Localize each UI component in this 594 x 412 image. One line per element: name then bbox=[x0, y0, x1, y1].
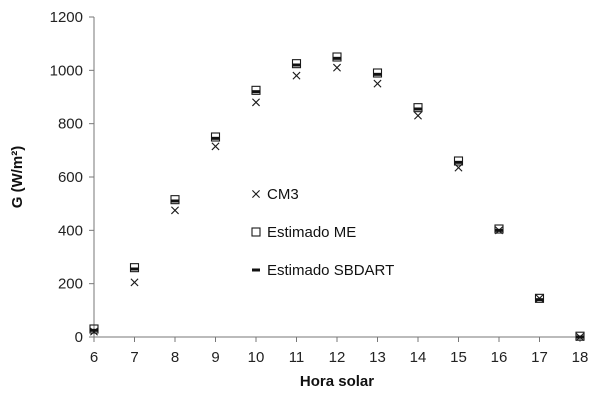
x-tick-label: 13 bbox=[369, 349, 386, 366]
data-point-cm3 bbox=[130, 278, 139, 287]
legend-marker bbox=[252, 268, 260, 272]
y-tick-label: 600 bbox=[58, 169, 83, 186]
x-tick-label: 8 bbox=[171, 349, 179, 366]
x-tick-label: 6 bbox=[90, 349, 98, 366]
x-tick-label: 18 bbox=[572, 349, 589, 366]
data-point-estimado-sbdart bbox=[333, 56, 341, 60]
legend-label: CM3 bbox=[267, 186, 299, 203]
x-tick-label: 14 bbox=[410, 349, 427, 366]
x-stroke bbox=[252, 190, 260, 198]
legend-label: Estimado ME bbox=[267, 224, 356, 241]
data-point-cm3 bbox=[252, 98, 260, 107]
x-stroke bbox=[252, 98, 260, 107]
data-marks bbox=[89, 52, 585, 341]
x-stroke bbox=[373, 79, 382, 88]
axes bbox=[93, 17, 580, 338]
data-point-estimado-sbdart bbox=[535, 298, 544, 302]
data-point-estimado-sbdart bbox=[252, 90, 260, 94]
y-tick-label: 400 bbox=[58, 222, 83, 239]
x-stroke bbox=[414, 111, 422, 120]
x-stroke bbox=[333, 63, 341, 72]
legend-marker bbox=[252, 190, 260, 198]
x-axis-title: Hora solar bbox=[300, 373, 374, 390]
legend-item-cm3: CM3 bbox=[252, 186, 299, 203]
data-point-estimado-sbdart bbox=[211, 136, 220, 140]
y-tick-label: 1200 bbox=[50, 9, 83, 26]
y-tick-label: 1000 bbox=[50, 62, 83, 79]
data-point-cm3 bbox=[373, 79, 382, 88]
ticks: 0 200 400 600 800 1000 1200 6 7 8 9 10 11 12 13 14 15 16 1… bbox=[50, 9, 589, 366]
x-tick-label: 16 bbox=[491, 349, 508, 366]
data-point-estimado-sbdart bbox=[373, 72, 382, 76]
x-tick-label: 15 bbox=[450, 349, 467, 366]
data-point-estimado-sbdart bbox=[130, 267, 139, 271]
data-point-cm3 bbox=[333, 63, 341, 72]
x-tick-label: 9 bbox=[211, 349, 219, 366]
y-axis-title: G (W/m²) bbox=[9, 146, 26, 208]
x-stroke bbox=[130, 278, 139, 287]
x-tick-label: 17 bbox=[531, 349, 548, 366]
legend-item-estimado-me: Estimado ME bbox=[251, 224, 356, 241]
x-tick-label: 10 bbox=[248, 349, 265, 366]
data-point-cm3 bbox=[211, 142, 220, 151]
data-point-cm3 bbox=[171, 206, 179, 215]
data-point-cm3 bbox=[414, 111, 422, 120]
data-point-estimado-sbdart bbox=[495, 228, 503, 232]
legend: CM3 Estimado ME Estimado SBDART bbox=[251, 186, 394, 279]
x-tick-label: 12 bbox=[329, 349, 346, 366]
y-tick-label: 200 bbox=[58, 276, 83, 293]
x-stroke bbox=[292, 71, 301, 80]
x-stroke bbox=[171, 206, 179, 215]
data-point-estimado-sbdart bbox=[454, 160, 463, 164]
x-tick-label: 7 bbox=[130, 349, 138, 366]
data-point-cm3 bbox=[292, 71, 301, 80]
data-point-estimado-sbdart bbox=[292, 63, 301, 67]
y-tick-label: 0 bbox=[75, 329, 83, 346]
legend-label: Estimado SBDART bbox=[267, 262, 394, 279]
legend-item-estimado-sbdart: Estimado SBDART bbox=[252, 262, 394, 279]
data-point-estimado-sbdart bbox=[171, 199, 179, 203]
x-tick-label: 11 bbox=[289, 349, 305, 366]
series-cm3 bbox=[90, 63, 584, 341]
data-point-estimado-sbdart bbox=[90, 328, 98, 332]
legend-marker bbox=[251, 227, 261, 237]
data-point-estimado-sbdart bbox=[576, 335, 584, 339]
y-tick-label: 800 bbox=[58, 116, 83, 133]
data-point-estimado-sbdart bbox=[414, 107, 422, 111]
series-estimado-me bbox=[89, 52, 585, 341]
series-estimado-sbdart bbox=[90, 56, 584, 339]
x-stroke bbox=[211, 142, 220, 151]
